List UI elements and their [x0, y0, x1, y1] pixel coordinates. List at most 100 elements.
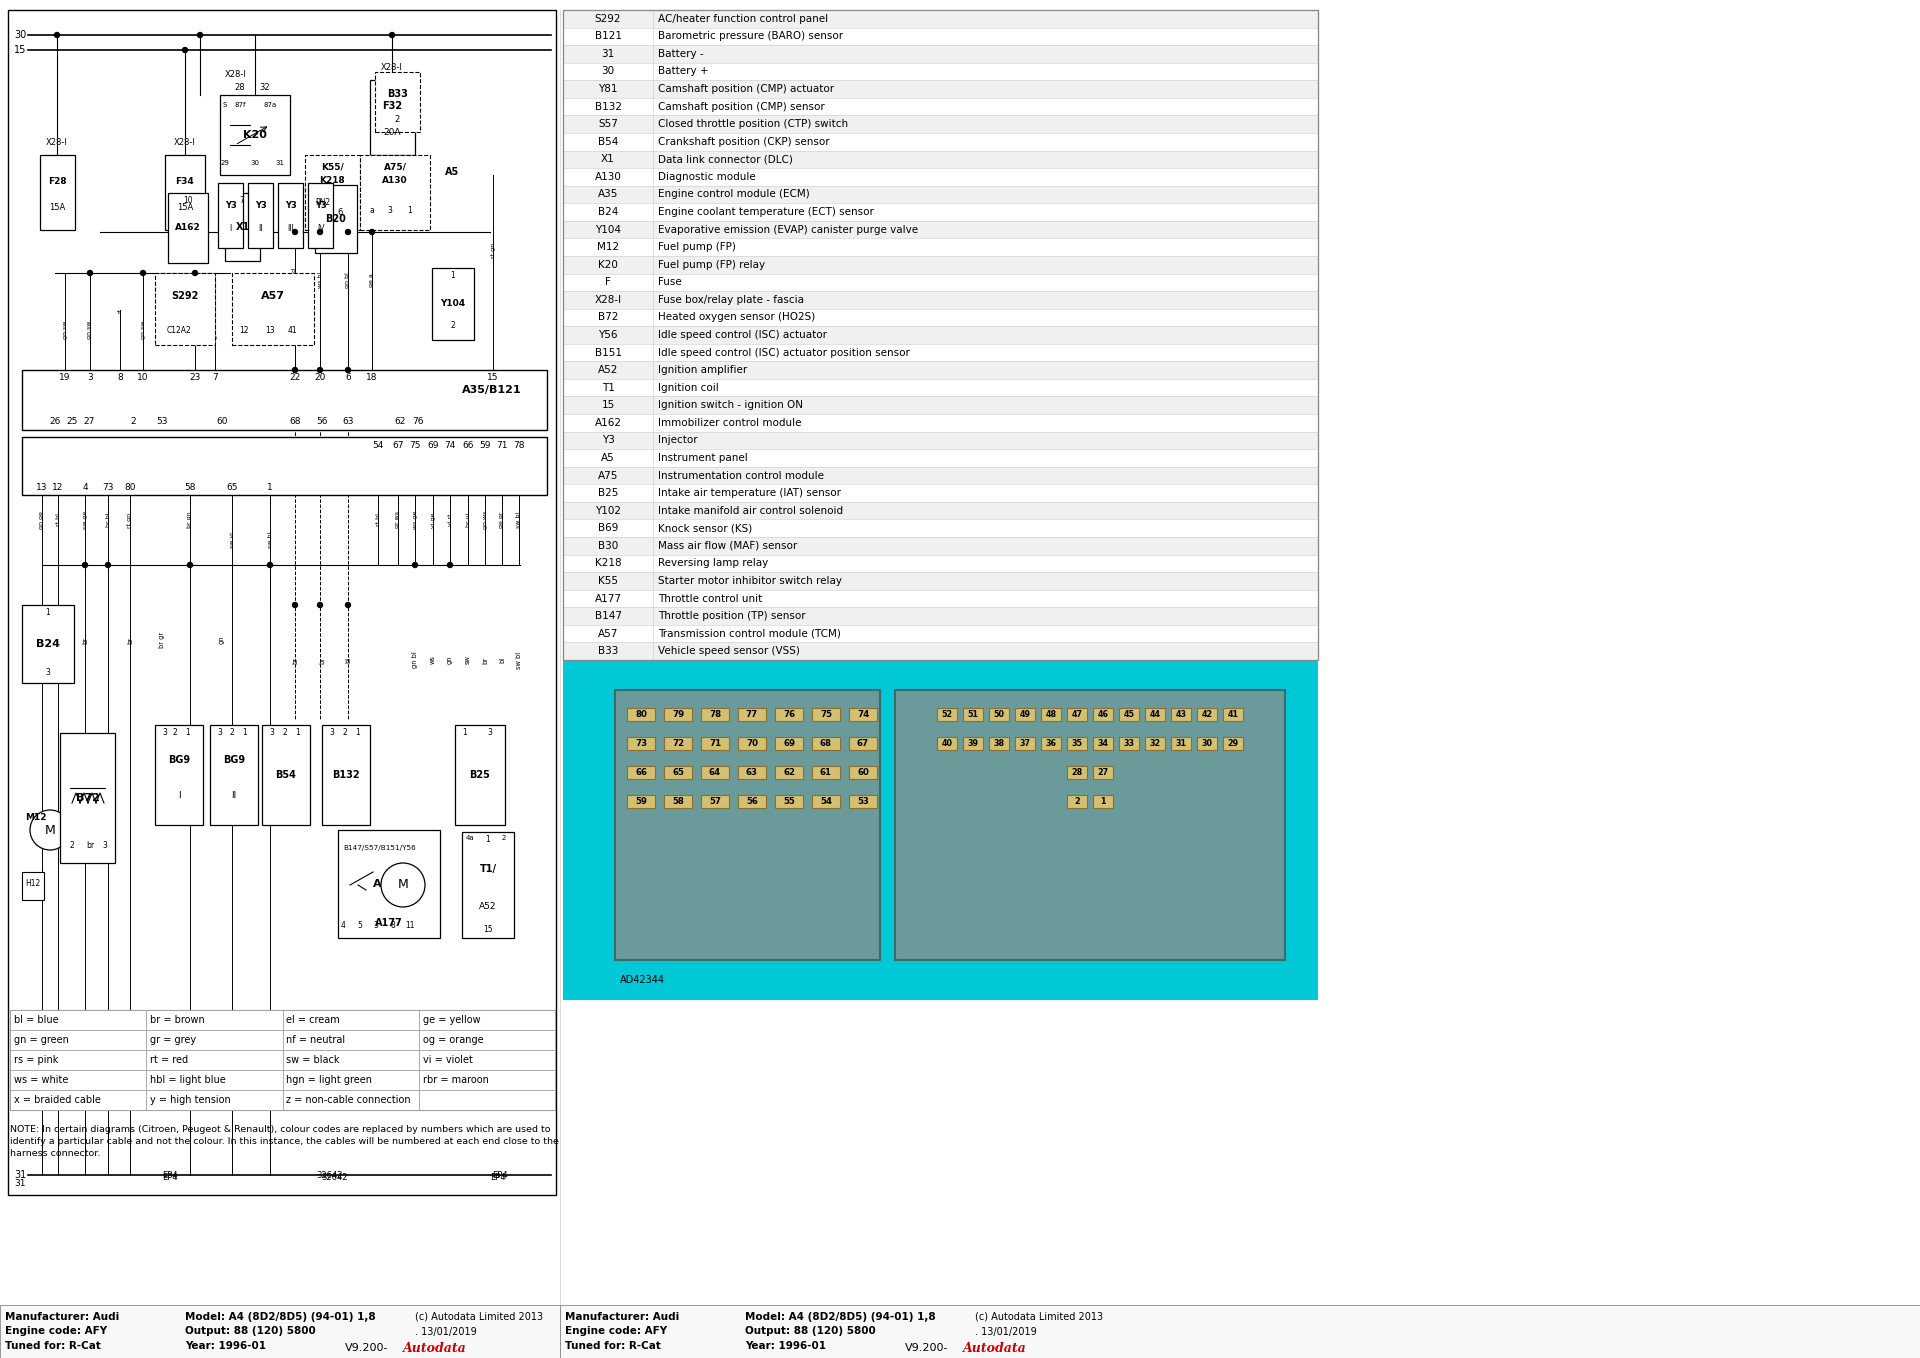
- Text: 87a: 87a: [263, 102, 276, 109]
- Text: 69: 69: [783, 739, 795, 748]
- Bar: [937, 708, 956, 721]
- Bar: [563, 10, 1317, 660]
- Text: 62: 62: [394, 417, 405, 426]
- Text: vi sw: vi sw: [192, 322, 198, 338]
- Text: 46: 46: [1098, 710, 1108, 718]
- Text: K218: K218: [595, 558, 622, 569]
- Text: hbl = light blue: hbl = light blue: [150, 1076, 227, 1085]
- Text: br: br: [482, 656, 488, 664]
- Bar: [282, 1029, 419, 1050]
- Text: 3: 3: [374, 921, 378, 930]
- Bar: [1068, 737, 1087, 750]
- Bar: [1223, 708, 1242, 721]
- Text: 68: 68: [820, 739, 831, 748]
- Circle shape: [83, 562, 88, 568]
- Text: gn bl: gn bl: [346, 272, 351, 288]
- Bar: [10, 1010, 146, 1029]
- Text: 50: 50: [993, 710, 1004, 718]
- Text: 75: 75: [820, 710, 831, 718]
- Text: 1: 1: [451, 272, 455, 280]
- Bar: [0, 1305, 561, 1358]
- Text: IV: IV: [317, 224, 324, 234]
- Bar: [419, 1090, 555, 1109]
- Bar: [8, 10, 557, 1195]
- Text: X28-I: X28-I: [595, 295, 622, 304]
- Text: 38: 38: [993, 739, 1004, 748]
- Text: K20: K20: [597, 259, 618, 270]
- Bar: [419, 1029, 555, 1050]
- Circle shape: [188, 562, 192, 568]
- Text: (c) Autodata Limited 2013: (c) Autodata Limited 2013: [415, 1312, 543, 1321]
- Bar: [776, 708, 803, 721]
- Text: 3: 3: [86, 373, 92, 383]
- Text: 80: 80: [636, 710, 647, 718]
- Bar: [21, 872, 44, 900]
- Text: 15: 15: [484, 925, 493, 934]
- Text: 1: 1: [46, 608, 50, 617]
- Text: br: br: [292, 456, 298, 463]
- Text: 3: 3: [46, 668, 50, 678]
- Bar: [563, 308, 1317, 326]
- Text: 58: 58: [672, 797, 684, 807]
- Bar: [701, 708, 730, 721]
- Bar: [1223, 737, 1242, 750]
- Text: gn sw: gn sw: [88, 320, 92, 340]
- Bar: [664, 737, 691, 750]
- Text: 67: 67: [856, 739, 870, 748]
- Bar: [776, 766, 803, 779]
- Text: nf = neutral: nf = neutral: [286, 1035, 346, 1046]
- Text: Starter motor inhibitor switch relay: Starter motor inhibitor switch relay: [659, 576, 843, 585]
- Text: 3: 3: [330, 728, 334, 737]
- Text: B132: B132: [595, 102, 622, 111]
- Text: S292: S292: [595, 14, 622, 24]
- Text: 74: 74: [856, 710, 870, 718]
- Text: X28-I: X28-I: [225, 71, 248, 79]
- Bar: [563, 414, 1317, 432]
- Text: Engine control module (ECM): Engine control module (ECM): [659, 190, 810, 200]
- Bar: [701, 794, 730, 808]
- Bar: [989, 708, 1010, 721]
- Text: br: br: [86, 841, 94, 850]
- Text: K55: K55: [597, 576, 618, 585]
- Text: . 13/01/2019: . 13/01/2019: [975, 1327, 1037, 1336]
- Text: 69: 69: [428, 440, 440, 449]
- Text: Closed throttle position (CTP) switch: Closed throttle position (CTP) switch: [659, 120, 849, 129]
- Text: 32: 32: [259, 83, 271, 92]
- Text: 43: 43: [1175, 710, 1187, 718]
- Text: gn: gn: [219, 636, 225, 644]
- Text: B147/S57/B151/Y56: B147/S57/B151/Y56: [344, 845, 417, 851]
- Text: 87f: 87f: [234, 102, 246, 109]
- Text: 1: 1: [267, 482, 273, 492]
- Text: 19: 19: [60, 373, 71, 383]
- Text: sw = black: sw = black: [286, 1055, 340, 1065]
- Circle shape: [292, 603, 298, 607]
- Text: Injector: Injector: [659, 436, 697, 445]
- Text: Tuned for: R-Cat: Tuned for: R-Cat: [6, 1342, 102, 1351]
- Text: EP4: EP4: [492, 1171, 507, 1180]
- Text: Battery +: Battery +: [659, 67, 708, 76]
- Bar: [1119, 737, 1139, 750]
- Text: gn ws: gn ws: [499, 445, 505, 464]
- Text: 15: 15: [13, 45, 27, 56]
- Bar: [563, 255, 1317, 273]
- Text: 41: 41: [1227, 710, 1238, 718]
- Text: 78: 78: [513, 440, 524, 449]
- Bar: [563, 239, 1317, 255]
- Text: rt bl: rt bl: [56, 513, 61, 527]
- Text: 73: 73: [102, 482, 113, 492]
- Text: 11: 11: [405, 921, 415, 930]
- Circle shape: [447, 562, 453, 568]
- Bar: [1196, 708, 1217, 721]
- Bar: [628, 766, 655, 779]
- Text: . 13/01/2019: . 13/01/2019: [415, 1327, 476, 1336]
- Bar: [371, 80, 415, 155]
- Bar: [563, 589, 1317, 607]
- Text: Camshaft position (CMP) sensor: Camshaft position (CMP) sensor: [659, 102, 826, 111]
- Text: 35: 35: [1071, 739, 1083, 748]
- Text: 27: 27: [1098, 769, 1108, 777]
- Bar: [10, 1010, 555, 1109]
- Text: gr = grey: gr = grey: [150, 1035, 196, 1046]
- Bar: [21, 606, 75, 683]
- Bar: [563, 397, 1317, 414]
- Text: 37: 37: [1020, 739, 1031, 748]
